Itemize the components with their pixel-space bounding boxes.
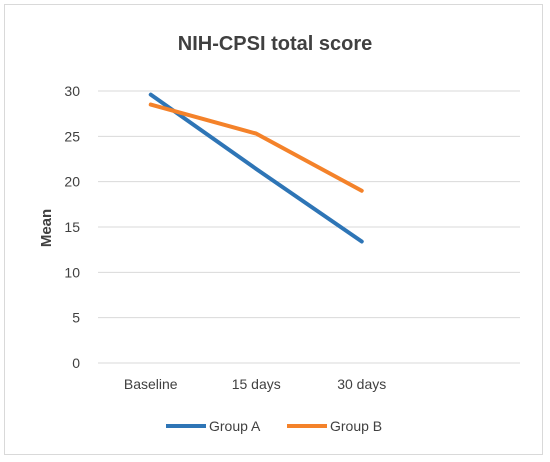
series-line-1 (148, 92, 364, 244)
legend-label-1: Group A (209, 418, 261, 434)
x-tick-label: Baseline (124, 376, 178, 392)
y-tick-label: 10 (64, 264, 80, 280)
y-axis-ticks: 0 5 10 15 20 25 30 (64, 83, 80, 371)
y-tick-label: 5 (72, 310, 80, 326)
series-lines (148, 92, 364, 244)
chart-frame (4, 4, 543, 455)
legend-label-2: Group B (330, 418, 382, 434)
chart-title: NIH-CPSI total score (178, 33, 372, 55)
y-tick-label: 30 (64, 83, 80, 99)
x-tick-label: 30 days (337, 376, 386, 392)
y-axis-title: Mean (38, 209, 55, 247)
gridlines (98, 90, 520, 364)
y-tick-label: 15 (64, 219, 80, 235)
y-tick-label: 25 (64, 128, 80, 144)
x-tick-label: 15 days (232, 376, 281, 392)
legend: Group A Group B (166, 418, 382, 434)
y-tick-label: 0 (72, 355, 80, 371)
x-axis-ticks: Baseline 15 days 30 days (124, 376, 386, 392)
y-tick-label: 20 (64, 174, 80, 190)
